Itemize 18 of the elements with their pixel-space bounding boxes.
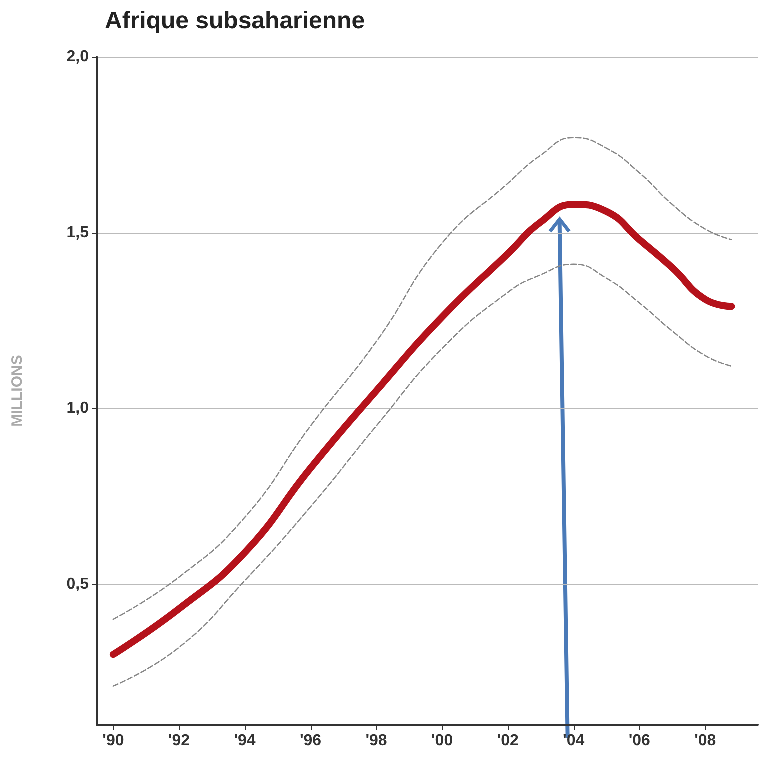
line-series xyxy=(112,264,732,687)
x-tick-label: '92 xyxy=(168,732,190,750)
chart-title: Afrique subsaharienne xyxy=(105,8,366,34)
y-tick-label: 1,5 xyxy=(66,224,90,242)
y-tick-label: 1,0 xyxy=(66,400,90,418)
x-tick-label: '02 xyxy=(497,732,519,750)
x-tick-label: '08 xyxy=(694,732,716,750)
y-tick-label: 0,5 xyxy=(66,576,90,593)
x-tick-label: '94 xyxy=(234,732,256,750)
x-tick-label: '00 xyxy=(431,732,454,750)
x-tick-label: '96 xyxy=(300,732,322,750)
line-series xyxy=(112,137,732,620)
x-tick-label: '98 xyxy=(366,732,388,750)
y-axis-title: MILLIONS xyxy=(9,355,26,427)
x-tick-label: '04 xyxy=(563,732,585,750)
x-tick-label: '06 xyxy=(628,732,651,750)
x-tick-label: '90 xyxy=(102,732,124,750)
y-tick-label: 2,0 xyxy=(66,48,90,66)
